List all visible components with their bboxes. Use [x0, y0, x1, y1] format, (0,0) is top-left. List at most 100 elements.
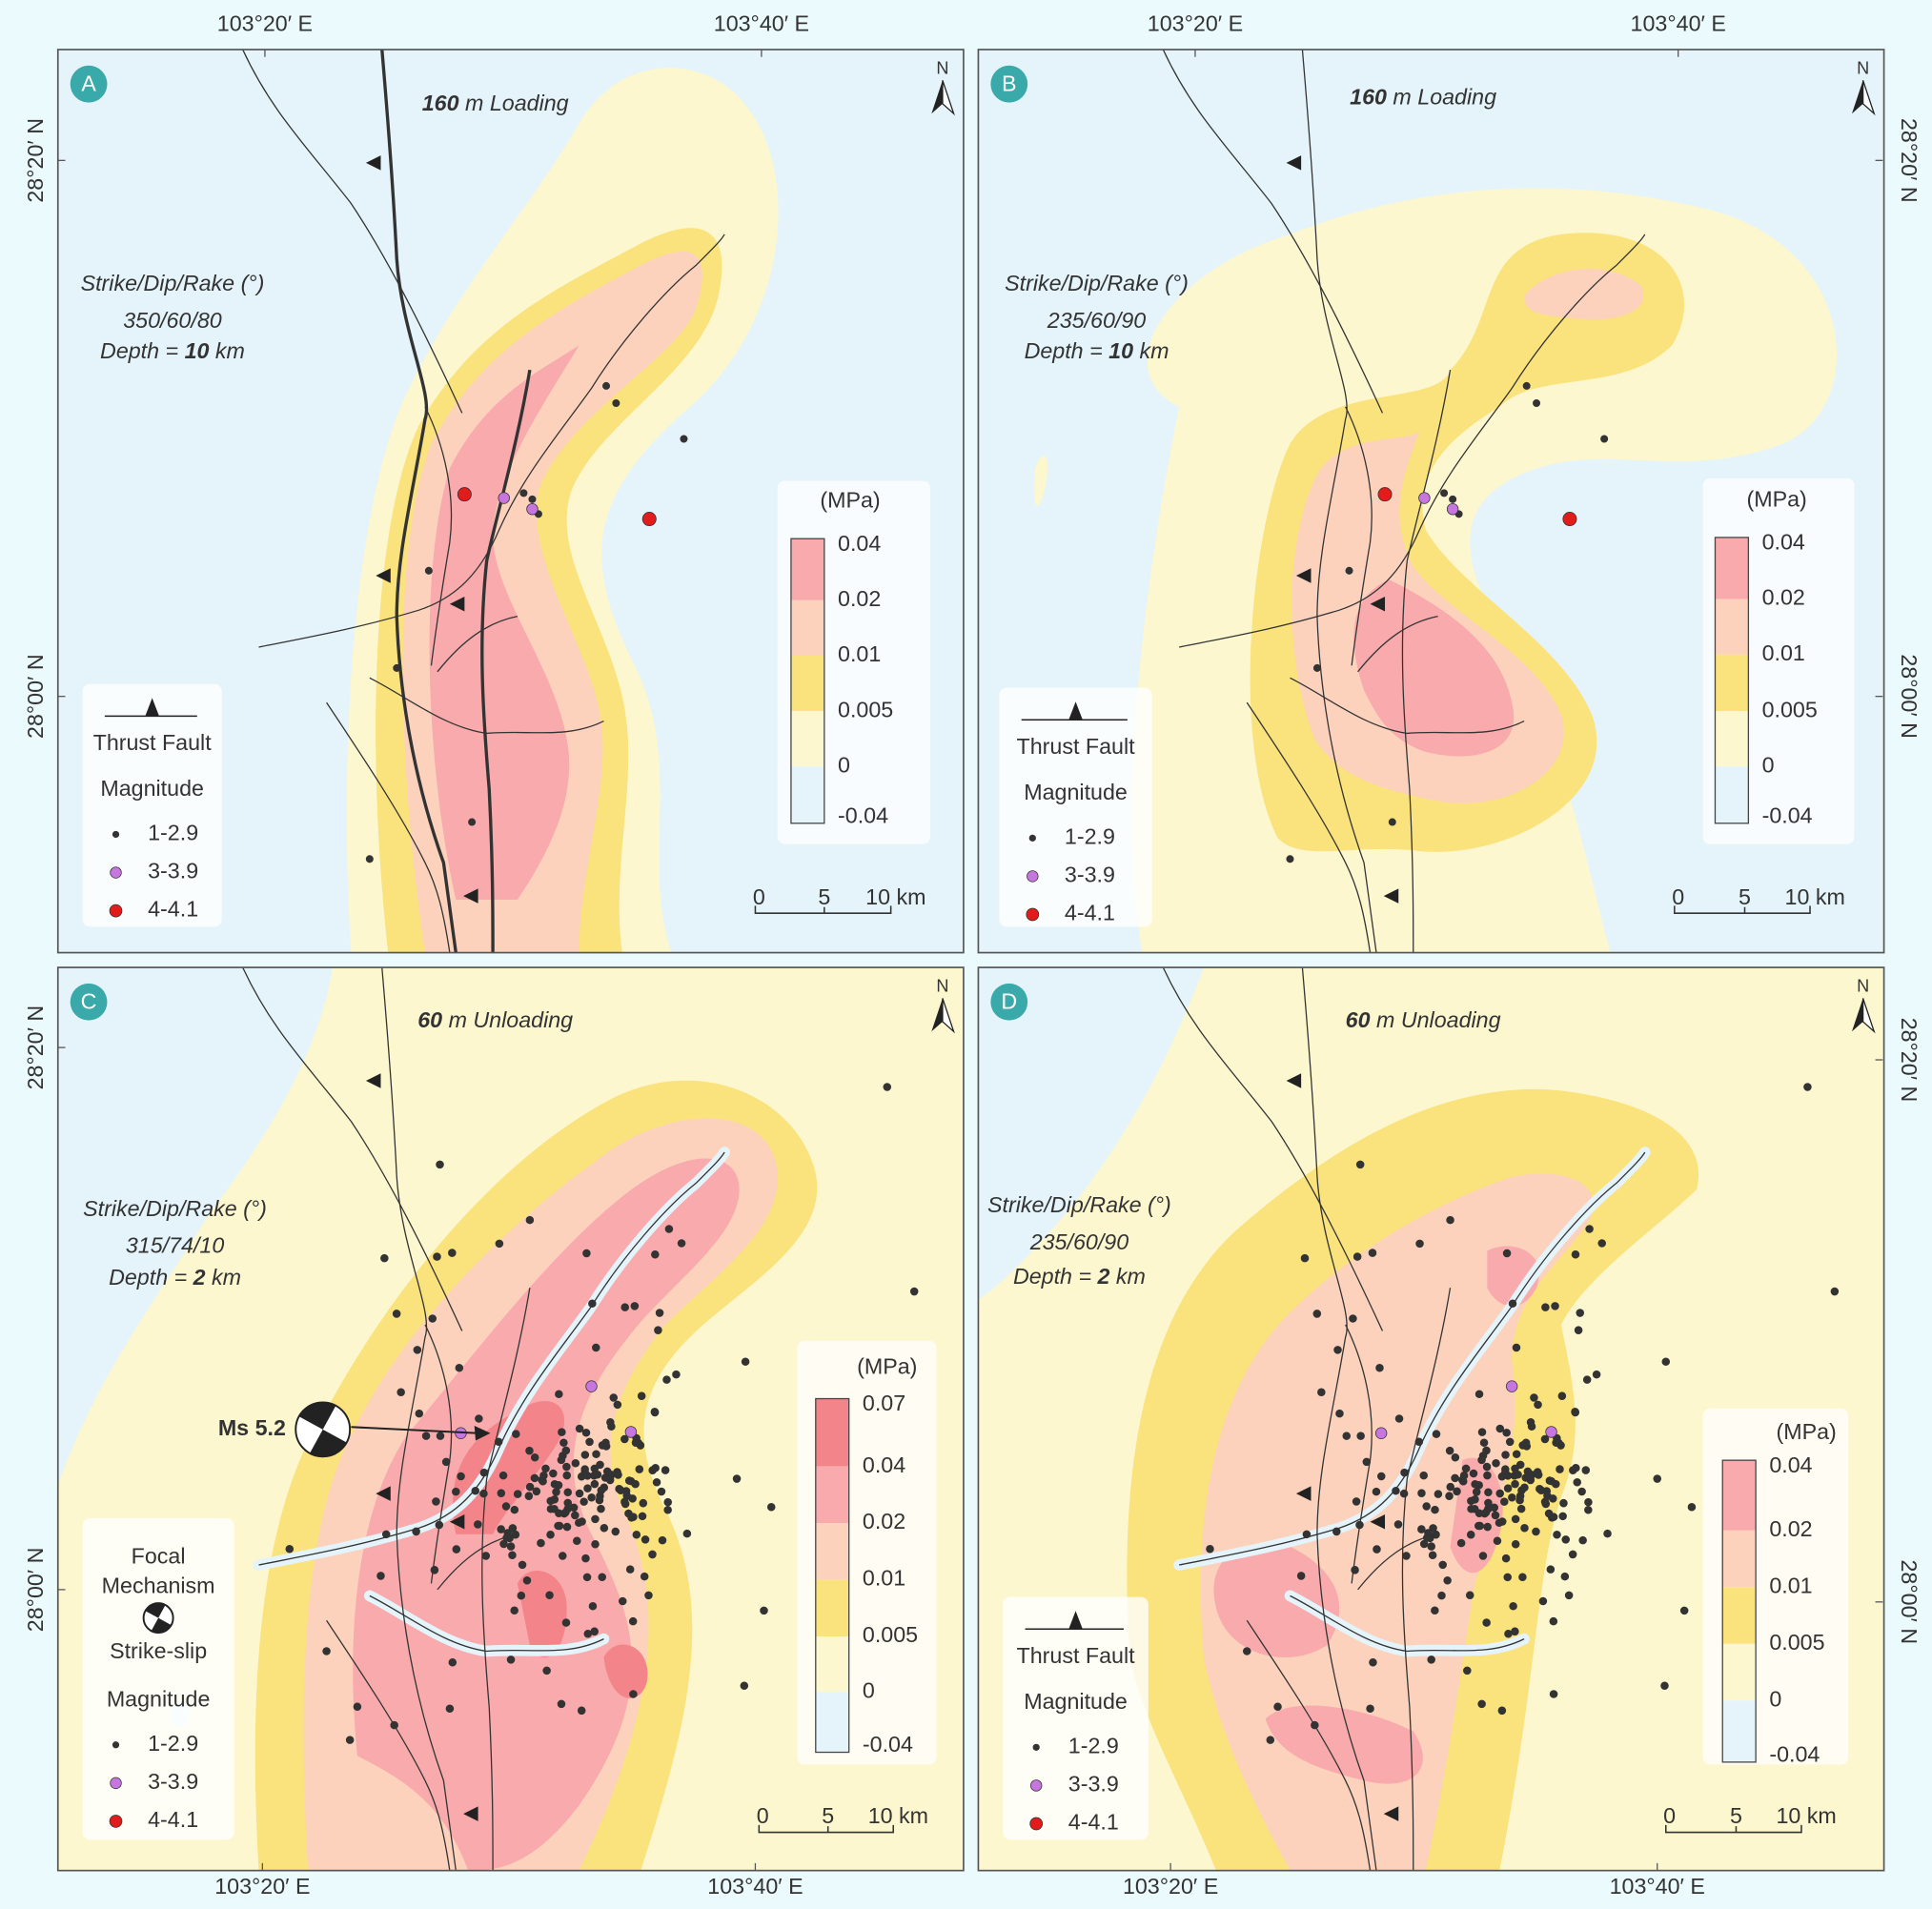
- legend-box: [999, 687, 1152, 927]
- earthquake: [620, 1303, 629, 1311]
- earthquake: [583, 1472, 592, 1480]
- colorbar-segment: [1722, 1530, 1757, 1588]
- earthquake: [412, 1527, 420, 1536]
- colorbar-segment: [1722, 1643, 1757, 1701]
- colorbar-frame: [1714, 537, 1750, 824]
- earthquake: [1393, 1520, 1403, 1529]
- earthquake: [1415, 1239, 1424, 1249]
- longitude-label: 103°40′ E: [714, 10, 809, 35]
- earthquake: [435, 1520, 444, 1530]
- earthquake: [1505, 1437, 1515, 1447]
- earthquake: [1501, 1554, 1511, 1563]
- earthquake: [441, 1457, 451, 1467]
- earthquake: [1660, 1681, 1669, 1691]
- earthquake: [562, 1522, 572, 1532]
- stress-contour: [978, 967, 1204, 1301]
- scale-bar: [754, 905, 892, 914]
- panel-badge: [990, 983, 1028, 1021]
- earthquake: [1428, 1551, 1437, 1560]
- panel-label: A: [81, 71, 96, 96]
- scenario-text: m Loading: [1393, 85, 1496, 110]
- earthquake: [760, 1606, 768, 1615]
- earthquake: [1355, 1520, 1364, 1530]
- fault-line: [381, 967, 457, 1871]
- legend-label: 3-3.9: [1068, 1772, 1119, 1797]
- earthquake: [654, 1326, 662, 1334]
- focal-quadrant: [298, 1402, 336, 1430]
- fault-line: [1162, 49, 1384, 414]
- earthquake: [1388, 818, 1396, 826]
- thrust-marker: [376, 568, 391, 583]
- colorbar-tick-label: 0.005: [863, 1622, 918, 1647]
- earthquake: [1515, 1460, 1525, 1470]
- earthquake: [1503, 1573, 1512, 1582]
- scenario-value: 60: [1346, 1007, 1371, 1032]
- fault-line: [242, 967, 463, 1331]
- earthquake: [1474, 1521, 1483, 1531]
- earthquake: [524, 1492, 534, 1500]
- earthquake: [591, 1514, 600, 1524]
- north-label: N: [936, 58, 948, 77]
- legend-box: [82, 683, 222, 927]
- earthquake: [630, 1302, 640, 1310]
- earthquake: [452, 1487, 460, 1496]
- earthquake: [1422, 1533, 1432, 1542]
- earthquake: [597, 1504, 605, 1513]
- depth-label: Depth =: [100, 338, 178, 363]
- scale-label: 0: [753, 884, 765, 909]
- legend-marker: [109, 904, 123, 918]
- depth-unit: km: [1116, 1264, 1146, 1289]
- earthquake: [1445, 1446, 1454, 1455]
- earthquake: [1573, 1477, 1581, 1487]
- earthquake: [629, 1513, 638, 1521]
- earthquake: [1355, 1160, 1365, 1169]
- scale-label: 0: [1663, 1803, 1676, 1828]
- panel-badge: [70, 65, 108, 103]
- earthquake: [1351, 1566, 1359, 1574]
- earthquake: [513, 1490, 522, 1498]
- earthquake: [602, 381, 611, 390]
- legend-box: [1003, 1596, 1149, 1840]
- colorbar-segment: [790, 656, 824, 712]
- earthquake: [1422, 1502, 1431, 1511]
- earthquake: [1273, 1702, 1282, 1711]
- earthquake: [618, 1596, 627, 1606]
- earthquake: [672, 1370, 681, 1379]
- earthquake: [1206, 1544, 1214, 1554]
- earthquake: [1541, 1303, 1550, 1311]
- earthquake: [1302, 1530, 1312, 1539]
- depth-label: Depth =: [1025, 338, 1103, 363]
- earthquake: [448, 1249, 457, 1257]
- earthquake: [1508, 1299, 1517, 1309]
- focal-quadrant: [310, 1429, 347, 1457]
- earthquake: [1576, 1309, 1585, 1317]
- legend-label: 1-2.9: [148, 821, 198, 845]
- earthquake: [1446, 1215, 1454, 1225]
- fault-line: [1246, 1619, 1372, 1871]
- earthquake: [510, 1606, 519, 1615]
- colorbar-tick-label: -0.04: [1762, 803, 1813, 828]
- earthquake: [1511, 1479, 1519, 1489]
- earthquake: [635, 1465, 644, 1473]
- earthquake: [664, 1225, 674, 1233]
- colorbar-segment: [790, 711, 824, 767]
- north-arrow: [1861, 998, 1876, 1034]
- latitude-label: 28°00′ N: [23, 1548, 48, 1633]
- earthquake: [390, 1720, 398, 1730]
- earthquake: [498, 492, 510, 504]
- colorbar-unit: (MPa): [820, 488, 880, 513]
- earthquake: [593, 1470, 602, 1479]
- earthquake: [1477, 1455, 1486, 1465]
- north-label: N: [936, 977, 948, 996]
- earthquake: [613, 1400, 622, 1410]
- earthquake: [479, 1468, 489, 1477]
- fault-line: [1290, 1594, 1525, 1653]
- scenario-value: 160: [422, 91, 459, 115]
- earthquake: [1549, 1513, 1558, 1521]
- colorbar-tick-label: 0.02: [1769, 1516, 1812, 1541]
- colorbar-segment: [815, 1466, 849, 1524]
- earthquake: [1515, 1495, 1524, 1505]
- colorbar-tick-label: 0.02: [1762, 585, 1805, 610]
